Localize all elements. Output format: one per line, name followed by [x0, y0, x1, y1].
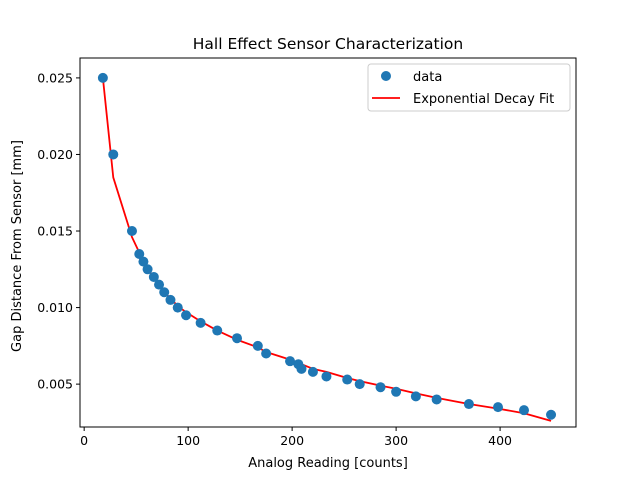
- legend-label-fit: Exponential Decay Fit: [413, 92, 554, 107]
- data-point: [108, 149, 119, 160]
- data-point: [148, 271, 159, 282]
- y-tick-label: 0.025: [37, 70, 73, 85]
- data-point: [431, 394, 442, 405]
- data-point: [261, 348, 272, 359]
- data-point: [154, 279, 165, 290]
- plot-area: 0 100 200 300 400 0.005 0.010 0.015 0.020 0.025: [37, 57, 577, 448]
- x-tick-label: 0: [80, 433, 88, 448]
- data-point: [354, 379, 365, 390]
- data-point: [126, 226, 137, 237]
- y-tick-label: 0.015: [37, 224, 73, 239]
- data-point: [181, 310, 192, 321]
- data-point: [321, 371, 332, 382]
- x-tick-label: 200: [280, 433, 304, 448]
- data-point: [285, 356, 296, 367]
- data-point: [232, 333, 243, 344]
- legend: data Exponential Decay Fit: [367, 63, 571, 112]
- data-point: [97, 72, 108, 83]
- legend-label-data: data: [413, 70, 442, 85]
- legend-marker-data: [381, 71, 391, 81]
- data-point: [519, 405, 530, 416]
- y-axis-label: Gap Distance From Sensor [mm]: [10, 140, 25, 352]
- data-point: [307, 366, 318, 377]
- legend-box: [367, 63, 571, 112]
- data-point: [546, 409, 557, 420]
- x-tick-label: 300: [384, 433, 408, 448]
- data-point: [296, 363, 307, 374]
- data-point: [493, 402, 504, 413]
- data-point: [172, 302, 183, 313]
- data-point: [342, 374, 353, 385]
- x-axis-label: Analog Reading [counts]: [248, 456, 408, 471]
- data-point: [252, 340, 263, 351]
- data-point: [165, 294, 176, 305]
- data-point: [410, 391, 421, 402]
- data-point: [134, 248, 145, 259]
- y-tick-label: 0.010: [37, 300, 73, 315]
- chart-title: Hall Effect Sensor Characterization: [193, 35, 463, 53]
- data-point: [375, 382, 386, 393]
- data-point: [391, 386, 402, 397]
- x-tick-label: 100: [176, 433, 200, 448]
- x-tick-label: 400: [488, 433, 512, 448]
- axes-frame: [79, 57, 577, 428]
- y-tick-label: 0.005: [37, 377, 73, 392]
- data-point: [159, 287, 170, 298]
- y-tick-label: 0.020: [37, 147, 73, 162]
- data-point: [463, 399, 474, 410]
- data-point: [142, 264, 153, 275]
- data-point: [212, 325, 223, 336]
- data-point: [195, 317, 206, 328]
- data-point: [138, 256, 149, 267]
